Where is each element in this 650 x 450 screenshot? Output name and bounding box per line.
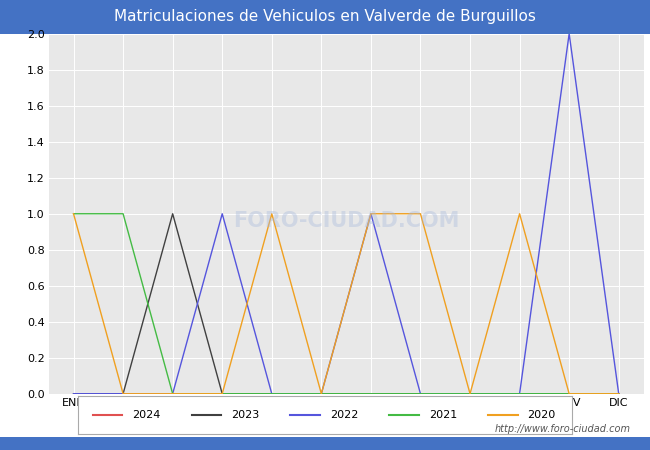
Text: http://www.foro-ciudad.com: http://www.foro-ciudad.com: [495, 424, 630, 434]
Text: 2023: 2023: [231, 410, 259, 420]
Text: FORO-CIUDAD.COM: FORO-CIUDAD.COM: [233, 211, 460, 231]
Text: 2020: 2020: [528, 410, 556, 420]
Text: 2021: 2021: [429, 410, 457, 420]
Text: Matriculaciones de Vehiculos en Valverde de Burguillos: Matriculaciones de Vehiculos en Valverde…: [114, 9, 536, 24]
Text: 2022: 2022: [330, 410, 358, 420]
Text: 2024: 2024: [133, 410, 161, 420]
